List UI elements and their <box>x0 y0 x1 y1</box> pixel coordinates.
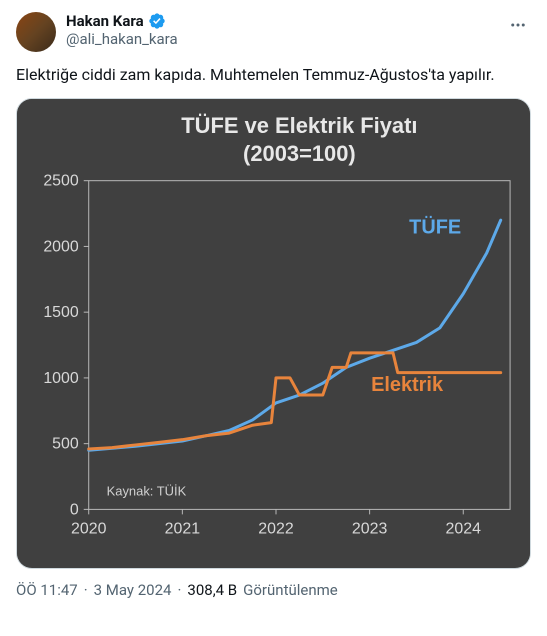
tweet-meta: ÖÖ 11:47 · 3 May 2024 · 308,4 B Görüntül… <box>16 581 531 599</box>
svg-text:2500: 2500 <box>43 173 79 190</box>
svg-text:(2003=100): (2003=100) <box>243 141 356 166</box>
ellipsis-icon <box>509 16 527 34</box>
name-line[interactable]: Hakan Kara <box>66 12 495 30</box>
svg-text:2022: 2022 <box>258 521 294 538</box>
svg-text:2021: 2021 <box>165 521 201 538</box>
meta-separator: · <box>82 581 90 599</box>
user-block: Hakan Kara @ali_hakan_kara <box>66 12 495 48</box>
svg-text:500: 500 <box>52 436 79 453</box>
verified-badge-icon <box>148 12 166 30</box>
svg-text:2000: 2000 <box>43 239 79 256</box>
meta-separator: · <box>175 581 183 599</box>
svg-text:2023: 2023 <box>352 521 388 538</box>
svg-text:1000: 1000 <box>43 370 79 387</box>
display-name: Hakan Kara <box>66 12 144 30</box>
tweet-header: Hakan Kara @ali_hakan_kara <box>16 12 531 52</box>
tweet-text: Elektriğe ciddi zam kapıda. Muhtemelen T… <box>16 64 531 86</box>
views-count[interactable]: 308,4 B <box>187 581 237 599</box>
more-button[interactable] <box>505 12 531 42</box>
svg-text:TÜFE ve Elektrik Fiyatı: TÜFE ve Elektrik Fiyatı <box>181 113 417 138</box>
avatar[interactable] <box>16 12 56 52</box>
svg-text:Elektrik: Elektrik <box>371 374 444 396</box>
svg-text:TÜFE: TÜFE <box>409 216 461 239</box>
svg-text:1500: 1500 <box>43 305 79 322</box>
svg-text:Kaynak: TÜİK: Kaynak: TÜİK <box>107 484 187 499</box>
user-handle[interactable]: @ali_hakan_kara <box>66 30 495 48</box>
tweet-time[interactable]: ÖÖ 11:47 <box>16 581 78 599</box>
svg-text:0: 0 <box>70 502 79 519</box>
chart-container[interactable]: 0 500 1000 1500 2000 2500 2020 2021 2022 2023 2024… <box>16 98 531 568</box>
tweet-date[interactable]: 3 May 2024 <box>94 581 172 599</box>
svg-text:2020: 2020 <box>71 521 107 538</box>
views-label: Görüntülenme <box>243 581 338 599</box>
line-chart: 0 500 1000 1500 2000 2500 2020 2021 2022 2023 2024… <box>17 99 530 567</box>
svg-text:2024: 2024 <box>446 521 482 538</box>
